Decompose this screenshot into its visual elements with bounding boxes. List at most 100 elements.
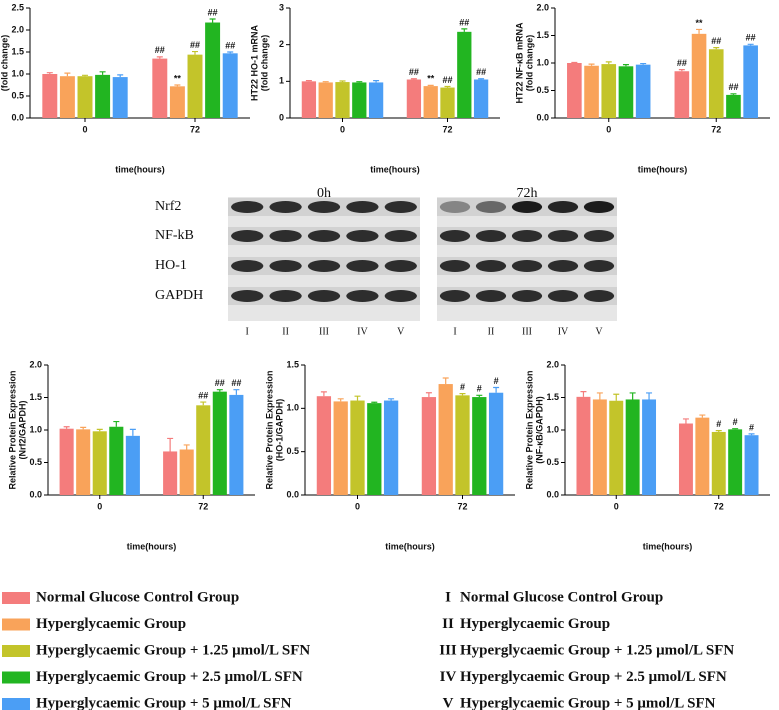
blot-band: [346, 230, 379, 242]
legend-label: Hyperglycaemic Group + 1.25 μmol/L SFN: [460, 642, 734, 658]
error-bar: [192, 50, 198, 55]
significance-mark: #: [716, 419, 721, 429]
bar: [473, 79, 489, 118]
bar: [125, 435, 140, 495]
blot-band: [511, 290, 543, 302]
blot-band: [384, 290, 417, 302]
bar: [77, 76, 93, 118]
significance-mark: #: [477, 384, 482, 394]
error-bar: [629, 392, 636, 400]
legend-swatch: [2, 618, 30, 631]
bar: [472, 397, 487, 495]
error-bar: [354, 395, 361, 401]
y-tick-label: 2: [279, 39, 284, 49]
error-bar: [80, 426, 87, 430]
error-bar: [427, 84, 434, 87]
bar: [352, 82, 367, 118]
error-bar: [640, 62, 647, 65]
significance-mark: ##: [442, 75, 452, 85]
y-tick-label: 2.5: [11, 2, 24, 12]
bar: [691, 33, 707, 118]
error-bar: [322, 81, 329, 83]
lane-label: I: [246, 326, 249, 337]
bar: [335, 82, 350, 118]
y-tick-label: 0: [279, 112, 284, 122]
error-bar: [605, 61, 612, 65]
lane-label: I: [453, 326, 456, 337]
error-bar: [216, 389, 223, 392]
x-tick-label: 72: [190, 124, 200, 134]
error-bar: [732, 428, 739, 430]
y-tick-label: 0.0: [286, 489, 299, 499]
error-bar: [305, 80, 312, 82]
significance-mark: ##: [677, 58, 687, 68]
legend-swatch: [2, 592, 30, 604]
error-bar: [571, 61, 578, 64]
bar: [576, 396, 591, 495]
x-axis-label: time(hours): [370, 164, 420, 174]
error-bar: [339, 80, 346, 83]
blot-band: [231, 260, 264, 272]
bar: [592, 399, 607, 495]
blot-band: [307, 290, 341, 302]
error-bar: [82, 74, 88, 77]
bar: [423, 86, 438, 118]
significance-mark: ##: [711, 36, 721, 46]
error-bar: [209, 18, 216, 23]
error-bar: [167, 437, 174, 452]
y-tick-label: 2.0: [29, 359, 42, 369]
error-bar: [117, 74, 124, 78]
bar: [584, 65, 599, 118]
blot-band: [269, 260, 302, 272]
bar: [678, 423, 693, 495]
y-tick-label: 1.5: [11, 46, 24, 56]
error-bar: [371, 401, 378, 404]
bar: [438, 384, 453, 495]
error-bar: [373, 80, 380, 83]
bar: [76, 429, 91, 495]
bar: [59, 428, 74, 495]
legend-label: Hyperglycaemic Group: [36, 616, 186, 632]
blot-band: [439, 260, 471, 272]
y-tick-label: 1.0: [536, 57, 549, 67]
y-tick-label: 3: [279, 2, 284, 12]
bar: [187, 54, 203, 118]
y-tick-label: 0.5: [11, 90, 24, 100]
blot-band: [231, 230, 264, 242]
bar: [109, 426, 124, 495]
x-tick-label: 0: [340, 124, 345, 134]
error-bar: [227, 51, 234, 54]
significance-mark: ##: [459, 17, 469, 27]
x-axis-label: time(hours): [638, 164, 688, 174]
bar: [222, 53, 238, 118]
y-axis-label: (HO-1/GAPDH): [274, 399, 284, 462]
significance-mark: ##: [215, 378, 225, 388]
legend-label: Hyperglycaemic Group + 5 μmol/L SFN: [36, 695, 292, 710]
y-tick-label: 0.5: [286, 446, 299, 456]
y-tick-label: 0.0: [11, 112, 24, 122]
blot-band: [583, 201, 615, 213]
y-axis-label: HT22 HO-1 mRNA: [249, 24, 259, 101]
error-bar: [442, 377, 449, 385]
error-bar: [493, 386, 500, 393]
significance-mark: #: [494, 376, 499, 386]
bar: [95, 74, 111, 118]
bar: [440, 87, 455, 118]
blot-band: [346, 260, 379, 272]
bar: [743, 45, 758, 118]
y-tick-label: 0.5: [29, 457, 42, 467]
bar: [301, 81, 317, 118]
x-tick-label: 0: [355, 501, 360, 511]
error-bar: [200, 401, 207, 406]
blot-band: [231, 290, 264, 302]
bar: [196, 405, 211, 495]
lane-label: II: [282, 326, 289, 337]
legend-numeral: III: [439, 642, 457, 658]
bar: [316, 396, 332, 495]
bar: [318, 82, 333, 118]
significance-mark: #: [733, 417, 738, 427]
significance-mark: **: [427, 74, 435, 84]
error-bar: [444, 85, 451, 88]
significance-mark: ##: [728, 82, 738, 92]
